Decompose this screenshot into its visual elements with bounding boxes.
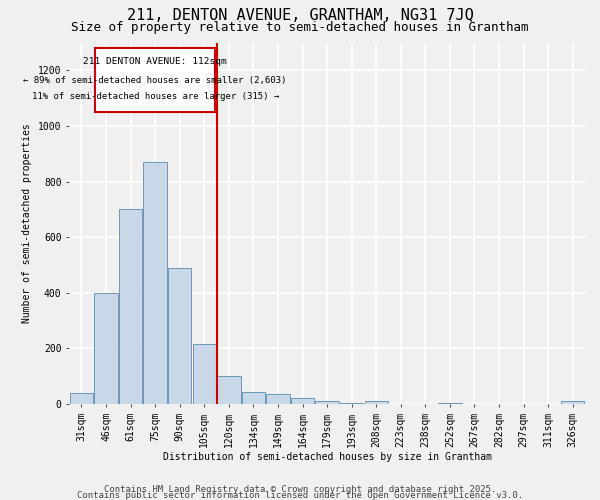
Bar: [143, 162, 167, 404]
Text: Contains HM Land Registry data © Crown copyright and database right 2025.: Contains HM Land Registry data © Crown c…: [104, 485, 496, 494]
Bar: [70, 393, 93, 404]
Bar: [316, 402, 339, 404]
Bar: [168, 268, 191, 404]
Y-axis label: Number of semi-detached properties: Number of semi-detached properties: [22, 124, 32, 323]
Text: ← 89% of semi-detached houses are smaller (2,603): ← 89% of semi-detached houses are smalle…: [23, 76, 287, 84]
Bar: [266, 394, 290, 404]
Text: 211, DENTON AVENUE, GRANTHAM, NG31 7JQ: 211, DENTON AVENUE, GRANTHAM, NG31 7JQ: [127, 8, 473, 22]
X-axis label: Distribution of semi-detached houses by size in Grantham: Distribution of semi-detached houses by …: [163, 452, 491, 462]
Bar: [94, 293, 118, 404]
FancyBboxPatch shape: [95, 48, 215, 112]
Text: Contains public sector information licensed under the Open Government Licence v3: Contains public sector information licen…: [77, 491, 523, 500]
Text: 11% of semi-detached houses are larger (315) →: 11% of semi-detached houses are larger (…: [32, 92, 279, 101]
Bar: [438, 402, 461, 404]
Bar: [561, 402, 584, 404]
Text: 211 DENTON AVENUE: 112sqm: 211 DENTON AVENUE: 112sqm: [83, 58, 227, 66]
Bar: [291, 398, 314, 404]
Bar: [340, 402, 364, 404]
Bar: [217, 376, 241, 404]
Bar: [193, 344, 216, 404]
Bar: [242, 392, 265, 404]
Bar: [119, 210, 142, 404]
Text: Size of property relative to semi-detached houses in Grantham: Size of property relative to semi-detach…: [71, 21, 529, 34]
Bar: [365, 402, 388, 404]
